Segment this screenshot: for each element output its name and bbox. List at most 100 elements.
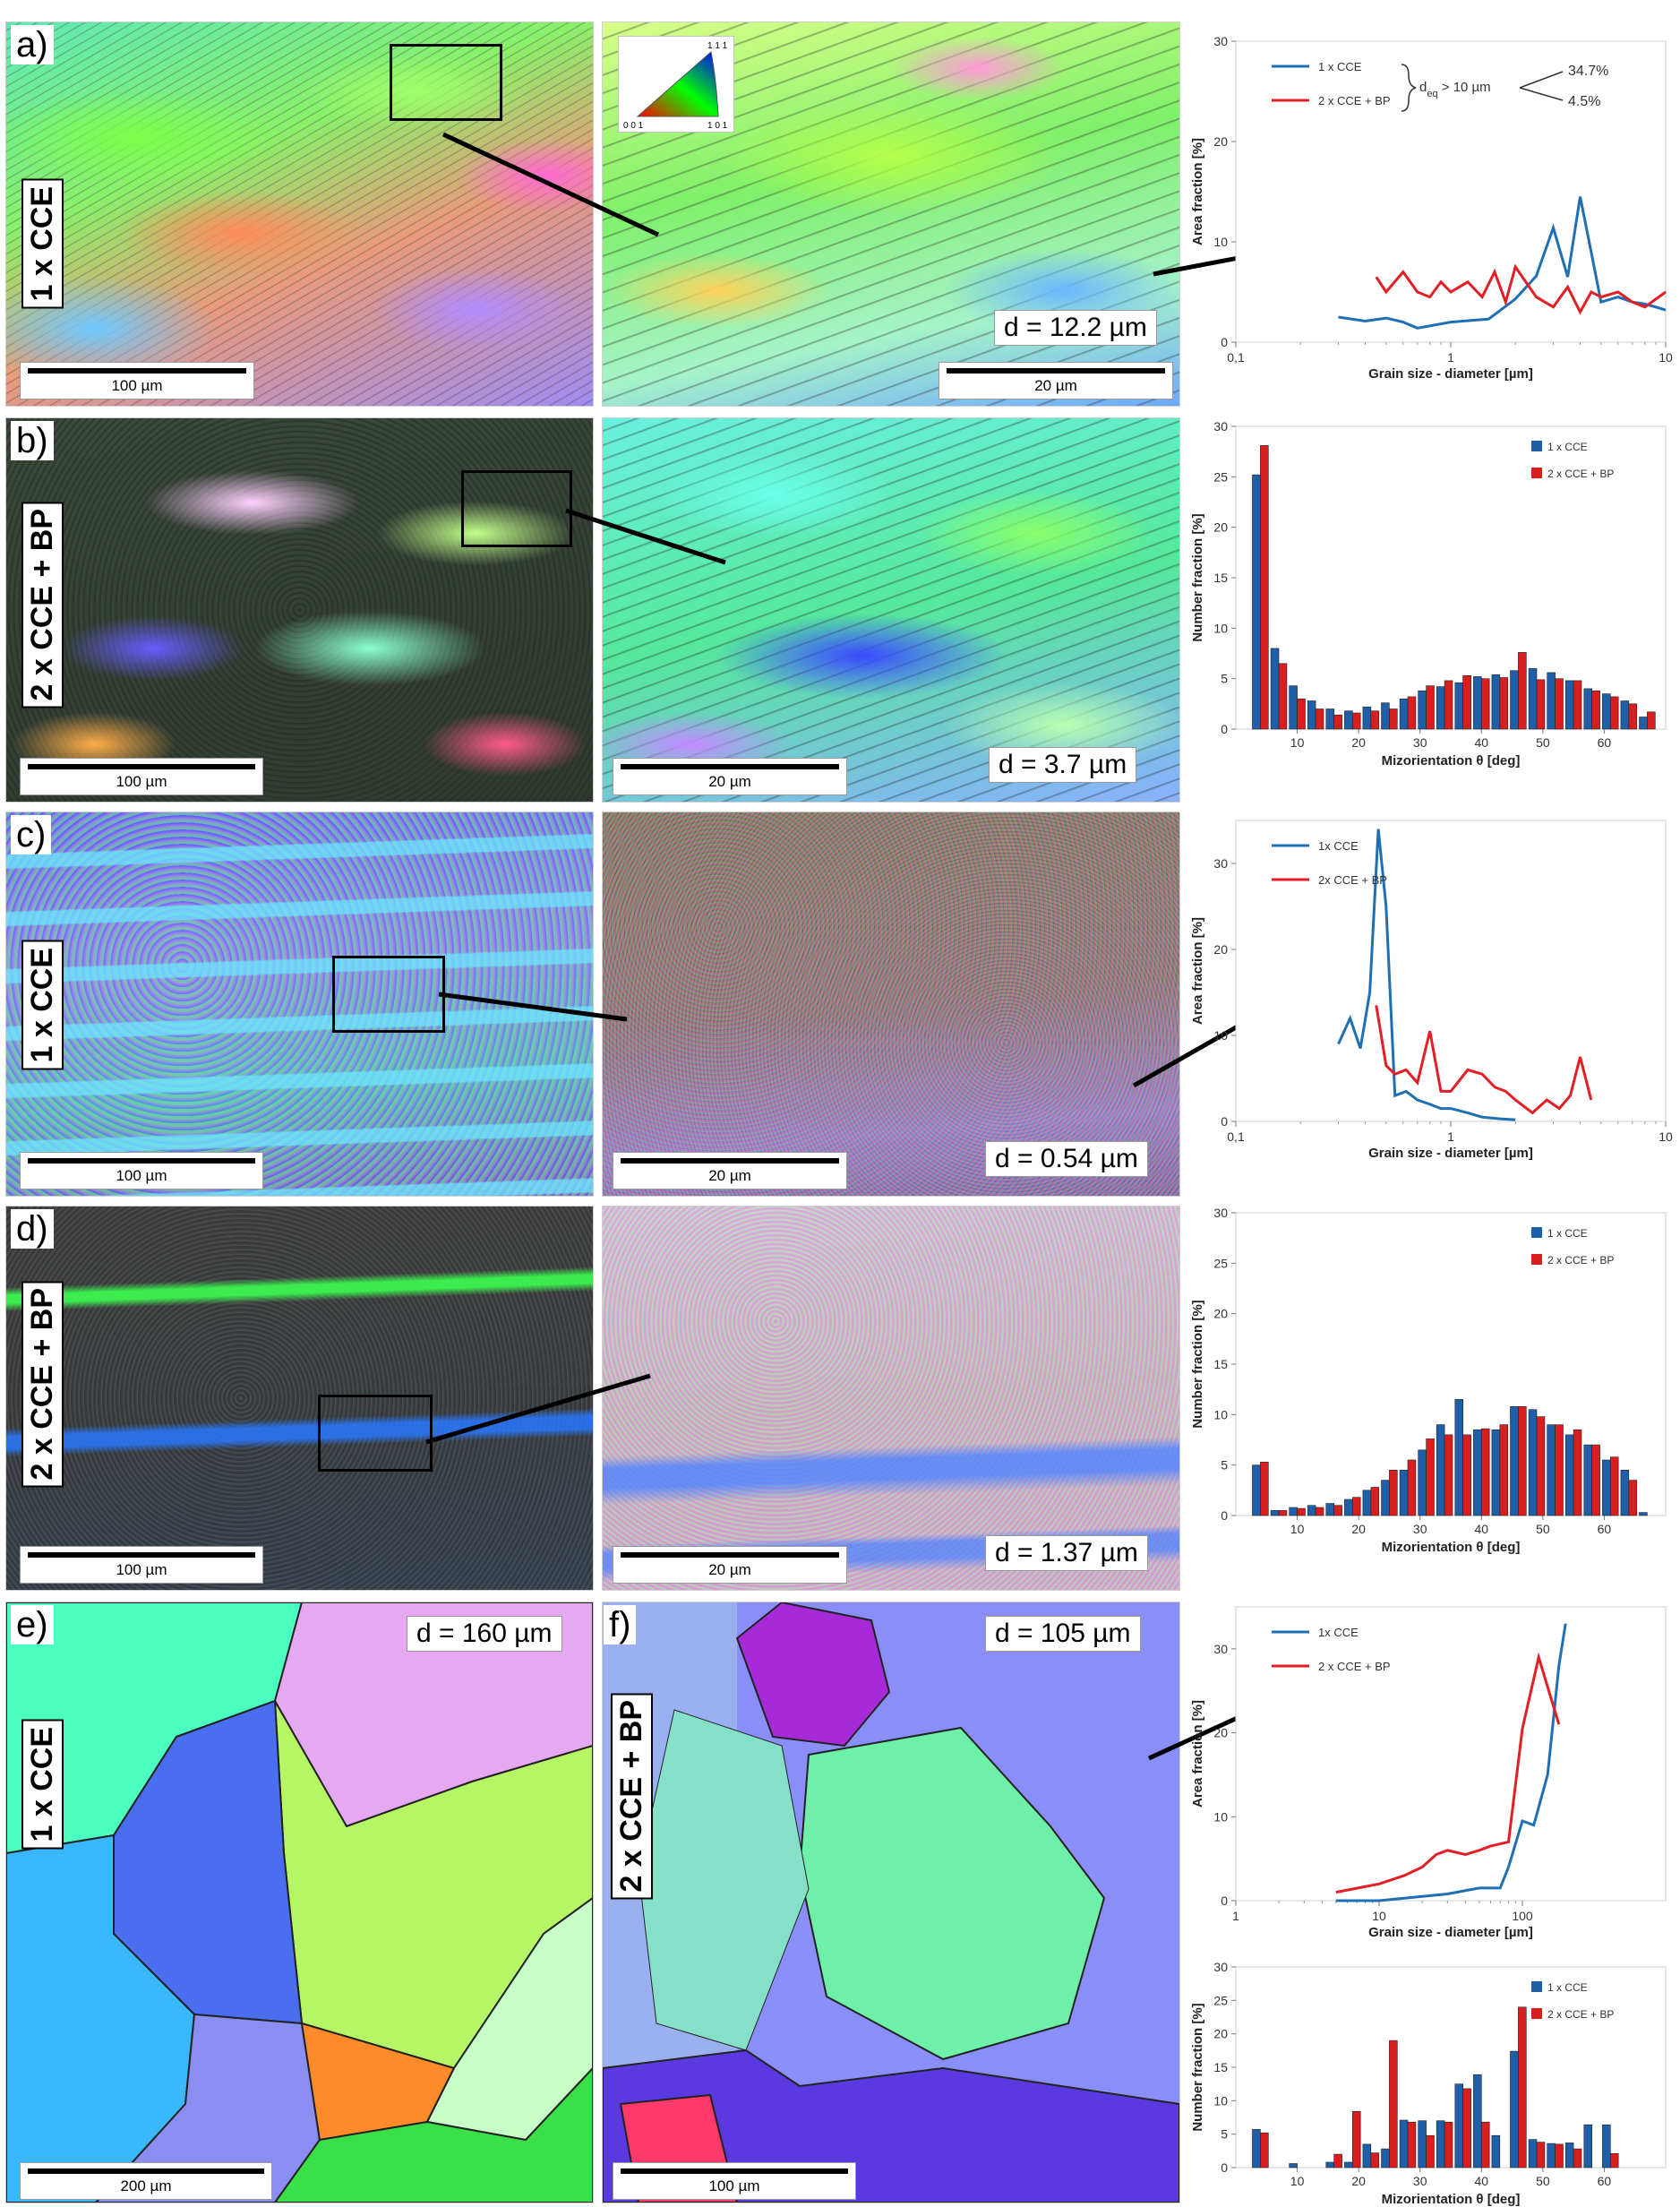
- bar-1: [1289, 685, 1298, 730]
- ipf-key-left: 0 0 1: [623, 121, 644, 131]
- sample-label-b: 2 x CCE + BP: [21, 502, 64, 708]
- bar-1: [1344, 1499, 1353, 1516]
- bar-1: [1270, 1510, 1280, 1516]
- x-tick-label: 10: [1659, 1129, 1673, 1144]
- bar-2: [1315, 708, 1324, 730]
- bar-1: [1547, 1424, 1556, 1516]
- bar-1: [1473, 676, 1482, 730]
- series-line-2: [1375, 263, 1667, 315]
- bar-1: [1454, 2083, 1463, 2168]
- ipf-key-right: 1 0 1: [707, 121, 728, 131]
- bar-1: [1307, 1505, 1316, 1516]
- bar-2: [1573, 1429, 1582, 1516]
- bar-1: [1547, 2143, 1556, 2168]
- brace: [1401, 64, 1417, 112]
- y-axis-label: Area fraction [%]: [1190, 917, 1205, 1025]
- x-tick-label: 100: [1512, 1909, 1533, 1923]
- sample-label-c: 1 x CCE: [21, 940, 64, 1070]
- grain-size-label-b: d = 3.7 µm: [989, 747, 1137, 783]
- x-tick-label: 1: [1447, 350, 1454, 365]
- scale-bar-label: 100 µm: [708, 2177, 760, 2194]
- y-axis-label: Area fraction [%]: [1190, 138, 1205, 245]
- scale-bar-label: 100 µm: [116, 1167, 167, 1184]
- y-tick-label: 0: [1221, 1114, 1228, 1129]
- bar-1: [1564, 680, 1574, 730]
- bar-2: [1278, 1510, 1288, 1516]
- bar-1: [1344, 2161, 1353, 2168]
- y-tick-label: 5: [1221, 1458, 1228, 1473]
- y-tick-label: 10: [1213, 1809, 1228, 1824]
- y-tick-label: 20: [1213, 942, 1228, 957]
- annotation-label: deq > 10 µm: [1419, 80, 1491, 99]
- grain: [798, 1726, 1106, 2061]
- y-axis-label: Number fraction [%]: [1190, 2003, 1205, 2131]
- series-line-2: [1335, 1652, 1561, 1894]
- bar-2: [1591, 1444, 1600, 1516]
- orientation-map: [603, 812, 1179, 1196]
- bar-1: [1620, 700, 1630, 730]
- scale-bar-label: 100 µm: [111, 377, 163, 394]
- annotation-value: 34.7%: [1568, 64, 1608, 79]
- y-tick-label: 30: [1213, 419, 1228, 434]
- y-axis-label: Area fraction [%]: [1190, 1700, 1205, 1808]
- y-tick-label: 25: [1213, 1993, 1228, 2007]
- x-tick-label: 20: [1351, 1522, 1366, 1536]
- bar-2: [1297, 698, 1306, 730]
- y-tick-label: 30: [1213, 34, 1228, 48]
- ebsd-map-e: [5, 1602, 594, 2203]
- ipf-key-top: 1 1 1: [707, 41, 728, 51]
- bar-1: [1491, 2134, 1501, 2168]
- bar-1: [1399, 2119, 1409, 2168]
- y-tick-label: 20: [1213, 2027, 1228, 2041]
- bar-1: [1510, 2050, 1519, 2168]
- x-tick-label: 30: [1413, 2174, 1427, 2188]
- x-tick-label: 1: [1447, 1129, 1454, 1144]
- bar-2: [1609, 1456, 1619, 1516]
- y-tick-label: 0: [1221, 335, 1228, 349]
- x-tick-label: 40: [1474, 735, 1488, 750]
- bar-2: [1444, 2121, 1453, 2168]
- bar-1: [1362, 2143, 1372, 2168]
- scale-bar-d-overview: 100 µm: [20, 1546, 263, 1584]
- bar-2: [1352, 2111, 1361, 2168]
- bar-1: [1307, 700, 1316, 730]
- y-tick-label: 10: [1213, 621, 1228, 635]
- y-tick-label: 5: [1221, 672, 1228, 686]
- grain: [273, 2066, 593, 2203]
- misorientation-chart-b: 0 5 10 15 20 25 30 10 20 30 40 50 60 Mizorientation θ…: [1190, 419, 1667, 769]
- x-tick-label: 60: [1598, 1522, 1612, 1536]
- bar-2: [1260, 1461, 1269, 1516]
- bar-2: [1536, 2142, 1546, 2168]
- scale-bar-label: 20 µm: [1034, 377, 1077, 394]
- bar-1: [1564, 1434, 1574, 1516]
- bar-1: [1362, 706, 1372, 730]
- bar-1: [1639, 1512, 1648, 1516]
- bar-1: [1289, 1507, 1298, 1516]
- bar-2: [1426, 685, 1435, 730]
- ebsd-map-c-overview: [5, 812, 594, 1197]
- bar-1: [1639, 717, 1648, 730]
- bar-2: [1462, 674, 1471, 730]
- y-tick-label: 0: [1221, 2160, 1228, 2175]
- sample-label-f: 2 x CCE + BP: [611, 1693, 653, 1900]
- orientation-map: [6, 1207, 593, 1590]
- grain-map: [6, 1602, 593, 2203]
- x-axis-label: Mizorientation θ [deg]: [1382, 753, 1521, 769]
- bar-1: [1602, 693, 1611, 730]
- bar-2: [1389, 1469, 1398, 1516]
- bar-1: [1436, 686, 1445, 730]
- bar-2: [1573, 680, 1582, 730]
- bar-2: [1536, 679, 1546, 730]
- bar-2: [1389, 708, 1398, 730]
- grain: [735, 1602, 891, 1748]
- bar-2: [1370, 1487, 1380, 1516]
- bar-2: [1407, 2121, 1417, 2168]
- grain-size-label-d: d = 1.37 µm: [985, 1535, 1148, 1571]
- bar-2: [1260, 2132, 1269, 2168]
- bar-1: [1583, 1444, 1592, 1516]
- panel-letter-d: d): [11, 1209, 54, 1249]
- y-tick-label: 10: [1213, 1028, 1228, 1043]
- bar-1: [1399, 1469, 1409, 1516]
- legend-swatch: [1531, 441, 1542, 451]
- bar-2: [1352, 712, 1361, 730]
